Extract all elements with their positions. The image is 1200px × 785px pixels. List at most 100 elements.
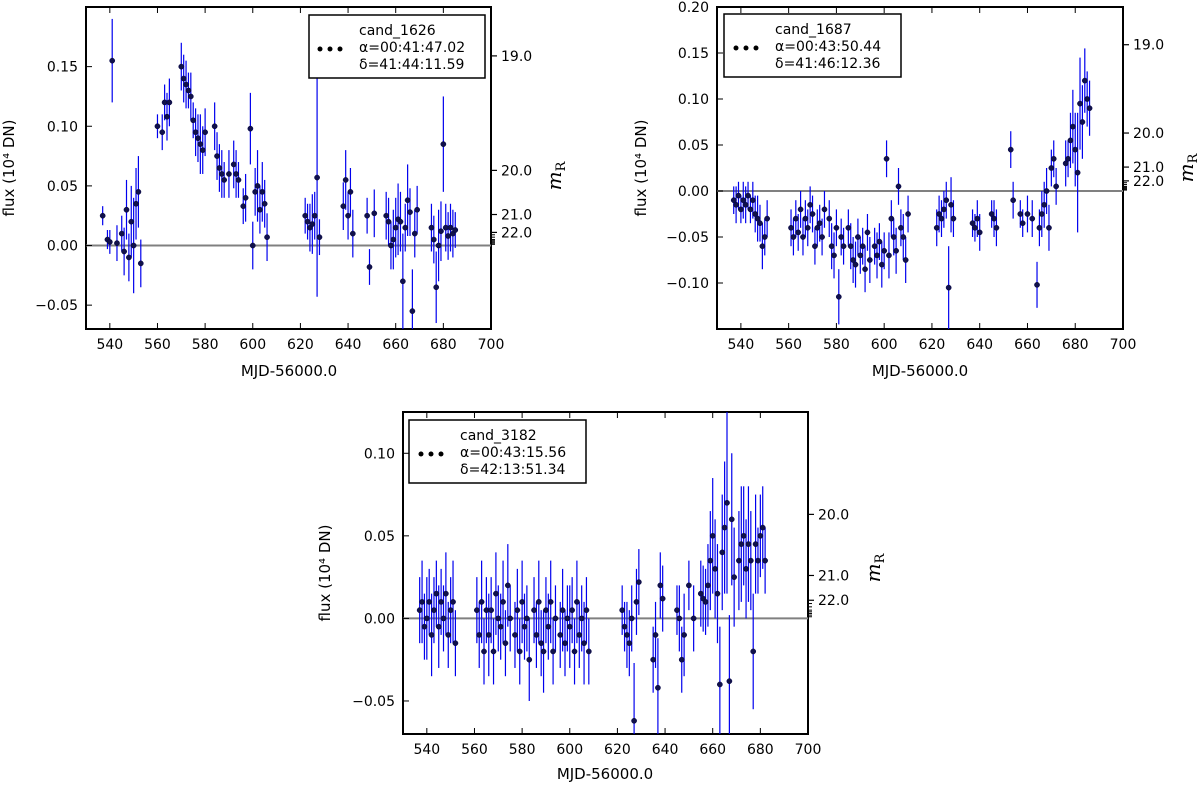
data-point [230,161,237,168]
axes: 540 560 580 600 620 640 660 680 700 −0.10 −0.05 0.0… [666,0,1164,353]
data-point [435,623,442,630]
data-point [814,224,821,231]
data-point [507,615,514,622]
y-tick-label: 0.15 [47,60,78,76]
data-point [526,656,533,663]
data-point [681,632,687,638]
data-point [442,224,449,231]
data-point [185,87,192,94]
x-axis-label: MJD-56000.0 [872,362,968,380]
data-point [154,123,161,130]
data-point [433,284,440,291]
data-point [259,189,266,195]
y-tick-label: 0.05 [47,179,78,195]
y-tick-label: 0.10 [678,92,709,108]
plot-frame [85,6,492,330]
data-point [726,678,733,685]
data-point [430,236,437,243]
data-point [99,212,106,219]
data-point [864,229,871,236]
data-point [388,242,394,249]
x-tick-label: 640 [335,337,362,353]
x-tick-label: 620 [919,337,946,353]
data-point [993,224,1000,231]
data-point [178,63,185,70]
data-point [366,264,373,270]
data-point [809,211,816,217]
magnitude-tick-label: 20.0 [1133,126,1164,142]
data-point [261,200,268,207]
data-point [221,177,228,183]
data-point [804,224,811,231]
data-point [345,212,351,219]
magnitude-tick-label: 22.0 [818,593,849,609]
data-point [1081,77,1088,84]
y-axis-label: flux (10⁴ DN) [0,120,18,217]
data-point [1041,201,1048,208]
data-point [1024,211,1031,217]
data-point [316,234,323,241]
data-point [137,260,144,267]
y-tick-label: −0.05 [666,230,709,246]
data-point [197,141,204,147]
data-point [941,206,947,213]
data-point [747,557,754,564]
data-point [852,261,859,268]
data-point [214,153,220,159]
data-point [545,623,552,630]
data-point [788,224,794,231]
data-point [443,590,449,597]
data-point [397,218,404,225]
magnitude-axis-label: mR [861,552,888,582]
data-point [226,171,232,177]
data-point [371,210,378,217]
data-point [478,599,485,605]
y-axis-label: flux (10⁴ DN) [632,120,650,217]
x-tick-label: 700 [795,742,822,758]
data-point [402,224,409,231]
data-point [749,197,756,204]
data-point [109,57,116,64]
data-point [183,81,189,88]
data-point [1019,220,1026,227]
data-point [202,129,208,136]
data-point [991,215,997,222]
data-point [421,623,428,630]
data-point [1050,155,1057,162]
data-point [438,599,444,605]
data-point [943,197,950,204]
legend-marker [743,45,749,51]
data-point [757,532,764,539]
data-point [257,206,263,213]
data-point [1010,197,1016,204]
magnitude-axis-symbol: m [1174,163,1198,182]
data-point [761,234,768,240]
magnitude-tick-label: 22.0 [1133,174,1164,190]
data-point [218,171,225,177]
x-tick-label: 600 [871,337,898,353]
data-point [762,557,768,564]
data-point [678,656,685,663]
data-point [733,201,739,208]
data-point [314,174,320,181]
legend-declination: δ=42:13:51.34 [460,462,566,478]
magnitude-axis-label: mR [1174,152,1200,182]
data-point [705,582,711,589]
data-point [857,252,864,259]
data-point [835,293,842,300]
data-marks [86,18,491,329]
data-point [838,234,845,240]
x-tick-label: 620 [604,742,631,758]
data-point [445,233,451,239]
data-point [719,549,726,556]
data-point [938,215,945,222]
data-point [1007,146,1014,153]
data-point [440,141,447,147]
data-point [390,236,397,243]
data-point [969,220,976,227]
axes: 540 560 580 600 620 640 660 680 700 −0.05 0.00 0.05… [35,7,532,353]
data-point [106,239,113,245]
data-point [247,125,254,132]
data-point [742,201,749,208]
x-tick-label: 580 [192,337,219,353]
